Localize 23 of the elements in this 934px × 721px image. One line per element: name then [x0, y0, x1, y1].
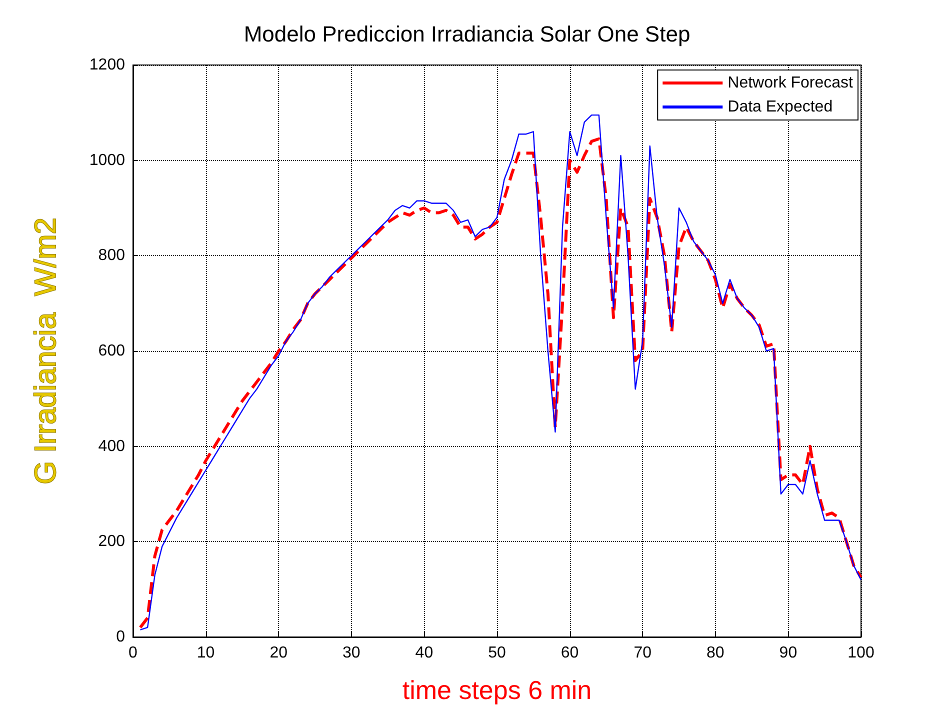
x-tick-label: 30 [342, 644, 360, 662]
y-tick-label: 0 [116, 628, 126, 646]
x-tick-label: 100 [848, 644, 874, 662]
x-tick-label: 70 [634, 644, 652, 662]
y-tick-label: 600 [98, 342, 126, 360]
y-tick-label: 400 [98, 438, 126, 455]
legend-label: Data Expected [728, 98, 833, 116]
y-tick-label: 1000 [89, 152, 126, 169]
x-tick-label: 50 [488, 644, 506, 662]
x-tick-label: 0 [128, 644, 138, 662]
x-tick-label: 80 [706, 644, 724, 662]
x-tick-label: 10 [196, 644, 215, 662]
x-tick-label: 20 [270, 644, 288, 662]
y-tick-label: 800 [98, 247, 126, 264]
x-tick-label: 60 [560, 644, 579, 662]
chart-title: Modelo Prediccion Irradiancia Solar One Step [244, 22, 690, 46]
legend-label: Network Forecast [728, 74, 854, 92]
y-tick-label: 200 [98, 533, 126, 550]
x-tick-label: 40 [415, 644, 434, 662]
y-tick-label: 1200 [89, 56, 126, 74]
y-axis-title: G Irradiancia W/m2 [30, 218, 62, 484]
x-axis-title: time steps 6 min [402, 675, 592, 705]
x-tick-label: 90 [779, 644, 798, 662]
